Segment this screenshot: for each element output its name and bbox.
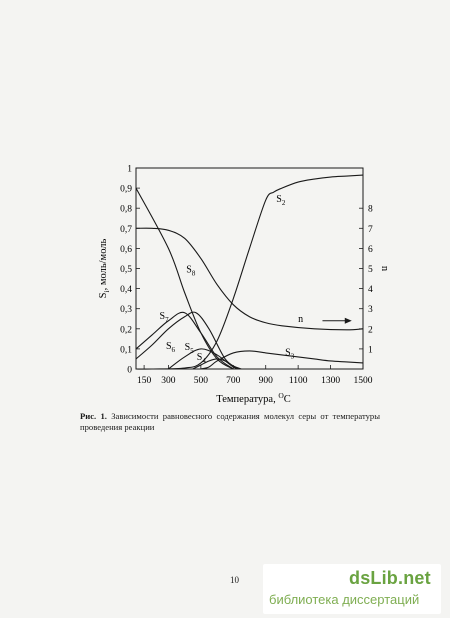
- x-tick-label: 1100: [289, 376, 308, 386]
- y-left-tick-label: 1: [127, 165, 132, 175]
- series-label-main: S: [186, 265, 192, 276]
- y-left-axis-label-rest: , моль/моль: [98, 238, 109, 290]
- y-right-tick-label: 8: [368, 205, 373, 215]
- caption-label: Рис. 1.: [80, 411, 107, 421]
- x-tick-label: 150: [137, 376, 152, 386]
- y-left-tick-label: 0,4: [120, 285, 132, 295]
- series-label-main: S: [285, 347, 291, 358]
- plot-frame: [135, 167, 364, 370]
- caption-text: Зависимости равновесного содержания моле…: [80, 411, 380, 432]
- n-arrow-head: [344, 317, 352, 324]
- watermark-subtitle: библиотека диссертаций: [269, 592, 420, 607]
- y-right-tick-label: 5: [368, 265, 373, 275]
- series-label-sub: 7: [165, 316, 169, 324]
- x-axis-label: Температура, OC: [216, 391, 291, 405]
- series-label-s4: S4: [197, 352, 207, 365]
- series-label-s2: S2: [276, 194, 286, 207]
- series-label-main: S: [197, 352, 203, 363]
- y-left-axis-label-sub: i: [102, 290, 111, 292]
- y-left-tick-label: 0,3: [120, 305, 132, 315]
- y-right-tick-label: 2: [368, 325, 373, 335]
- watermark: dsLib.net библиотека диссертаций: [263, 564, 441, 614]
- x-axis-label-unit: C: [284, 394, 291, 405]
- y-left-tick-label: 0,9: [120, 185, 132, 195]
- series-label-s7: S7: [160, 311, 170, 324]
- y-right-tick-label: 4: [368, 285, 373, 295]
- series-label-sub: 8: [192, 270, 196, 278]
- y-left-tick-label: 0,5: [120, 265, 132, 275]
- series-label-s3: S3: [285, 347, 295, 360]
- x-axis-label-main: Температура,: [216, 394, 278, 405]
- y-right-tick-label: 1: [368, 345, 373, 355]
- series-label-sub: 3: [291, 352, 295, 360]
- y-left-tick-label: 0,6: [120, 245, 132, 255]
- y-left-tick-label: 0,8: [120, 205, 132, 215]
- series-label-s5: S5: [185, 342, 195, 355]
- y-right-tick-label: 6: [368, 245, 373, 255]
- series-label-main: S: [166, 341, 172, 352]
- series-label-main: S: [276, 194, 282, 205]
- y-left-tick-label: 0: [127, 366, 132, 376]
- chart: 150 300 500 700 900 1100 1300 1500 0 0,1 0,2 0,3 0,4…: [98, 165, 390, 406]
- x-tick-label: 1300: [321, 376, 340, 386]
- y-left-tick-label: 0,2: [120, 325, 132, 335]
- y-left-axis-label-main: S: [98, 292, 109, 298]
- series-label-n: n: [298, 314, 303, 325]
- series-label-sub: 5: [190, 347, 194, 355]
- watermark-logo: dsLib.net: [349, 568, 431, 588]
- series-label-s6: S6: [166, 341, 176, 354]
- series-label-sub: 2: [282, 199, 286, 207]
- series-label-main: S: [185, 342, 191, 353]
- series-line-n: [135, 227, 364, 331]
- series-line-s2: [135, 174, 364, 370]
- y-left-tick-label: 0,1: [120, 345, 132, 355]
- series-line-s7: [135, 311, 234, 370]
- series-line-s3: [200, 350, 364, 370]
- series-label-sub: 4: [202, 357, 206, 365]
- x-tick-label: 1500: [354, 376, 373, 386]
- x-axis-label-sup: O: [278, 391, 284, 400]
- y-left-tick-label: 0,7: [120, 225, 132, 235]
- series-label-main: n: [298, 314, 303, 325]
- page-number: 10: [230, 575, 239, 585]
- x-tick-label: 500: [194, 376, 209, 386]
- figure-caption: Рис. 1. Зависимости равновесного содержа…: [80, 411, 380, 433]
- x-tick-label: 900: [259, 376, 274, 386]
- series-label-s8: S8: [186, 265, 196, 278]
- series-line-s4: [192, 358, 242, 370]
- y-right-tick-label: 3: [368, 305, 373, 315]
- x-tick-label: 300: [161, 376, 176, 386]
- y-left-axis-label: Si, моль/моль: [98, 238, 111, 298]
- y-right-tick-label: 7: [368, 225, 373, 235]
- series-line-s5: [168, 348, 242, 370]
- series-label-main: S: [160, 311, 166, 322]
- x-tick-label: 700: [226, 376, 241, 386]
- y-right-axis-label: n: [379, 266, 390, 272]
- series-label-sub: 6: [172, 346, 176, 354]
